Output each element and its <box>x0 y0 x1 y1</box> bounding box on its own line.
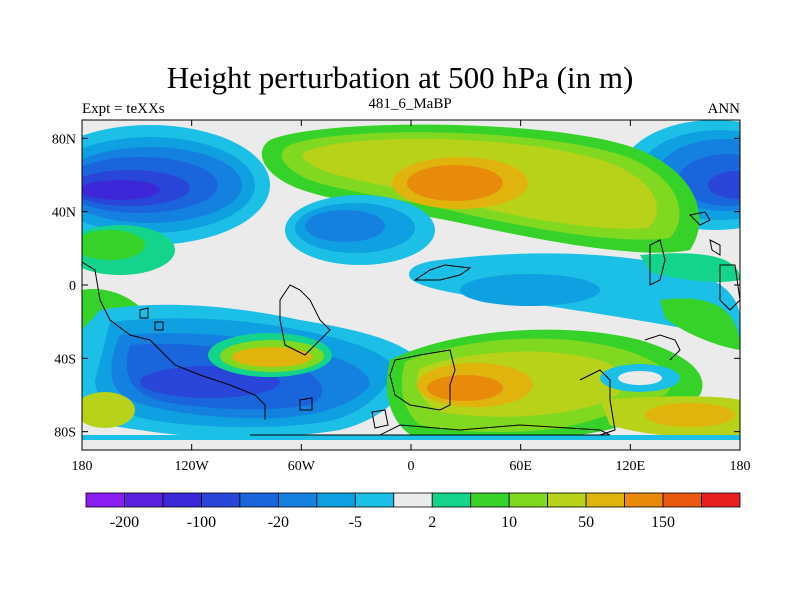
contour-region <box>645 403 735 427</box>
axes: 180 120W 60W 0 60E 120E 180 80N 40N 0 40S 80S <box>52 120 751 474</box>
x-tick-label: 60E <box>509 459 532 474</box>
coastline-path <box>688 211 711 226</box>
coastline-path <box>719 264 740 311</box>
coastline-path <box>413 264 472 281</box>
coastline-path <box>279 284 331 356</box>
colorbar-label: 2 <box>428 514 436 531</box>
contour-region <box>82 392 135 428</box>
colorbar-swatch <box>701 492 741 508</box>
y-tick-label: 80N <box>52 132 76 147</box>
colorbar-swatch <box>354 492 395 508</box>
colorbar-swatch <box>470 492 510 508</box>
x-tick-label: 120E <box>616 459 646 474</box>
colorbar-label: -100 <box>187 514 216 531</box>
case-label: 481_6_MaBP <box>368 96 452 112</box>
x-tick-label: 0 <box>408 459 415 474</box>
colorbar-swatch <box>547 492 587 508</box>
x-tick-label: 180 <box>730 459 751 474</box>
contour-region <box>427 375 503 401</box>
experiment-label: Expt = teXXs <box>82 101 165 117</box>
chart-title: Height perturbation at 500 hPa (in m) <box>166 60 634 95</box>
colorbar-swatch <box>277 492 318 508</box>
coastline-path <box>579 369 616 436</box>
colorbar-swatch <box>508 492 549 508</box>
colorbar-label: 150 <box>651 514 675 531</box>
coastline-path <box>644 334 681 361</box>
height-field <box>82 120 740 450</box>
contour-region <box>305 210 385 242</box>
y-tick-label: 40N <box>52 206 76 221</box>
colorbar-swatch <box>316 492 356 508</box>
contour-region <box>708 171 740 199</box>
colorbar-swatch <box>85 492 125 508</box>
colorbar-swatch <box>162 492 202 508</box>
contour-region <box>82 230 145 260</box>
season-label: ANN <box>707 101 741 117</box>
colorbar-swatch <box>239 492 279 508</box>
colorbar-swatch <box>201 492 241 508</box>
contour-region <box>407 165 503 201</box>
colorbar-label: 50 <box>578 514 594 531</box>
x-tick-label: 60W <box>288 459 316 474</box>
y-tick-label: 0 <box>69 279 76 294</box>
coastline-path <box>649 239 666 286</box>
colorbar-label: -200 <box>110 514 139 531</box>
coastline-path <box>371 409 389 429</box>
colorbar-swatch <box>585 492 625 508</box>
colorbar-swatch <box>662 492 702 508</box>
coastline-path <box>154 321 164 331</box>
contour-region <box>232 347 312 367</box>
colorbar-swatch <box>431 492 472 508</box>
colorbar-label: -20 <box>268 514 289 531</box>
coastline-path <box>139 307 149 319</box>
y-tick-label: 40S <box>54 352 76 367</box>
colorbar: -200 -100 -20 -5 2 10 50 150 <box>85 492 741 531</box>
coastline-path <box>709 239 721 256</box>
colorbar-swatch <box>624 492 664 508</box>
colorbar-swatch <box>124 492 164 508</box>
colorbar-swatch <box>393 492 433 508</box>
contour-region <box>82 180 160 200</box>
coastline-path <box>299 397 313 411</box>
y-tick-label: 80S <box>54 426 76 441</box>
contour-region <box>460 274 600 306</box>
colorbar-label: 10 <box>501 514 517 531</box>
x-tick-label: 180 <box>72 459 93 474</box>
colorbar-label: -5 <box>349 514 362 531</box>
contour-region <box>618 371 662 385</box>
coastline-path <box>82 261 266 420</box>
x-tick-label: 120W <box>175 459 210 474</box>
coastlines <box>82 211 740 436</box>
coastline-path <box>389 349 456 411</box>
contour-region <box>660 298 740 350</box>
coastline-path <box>250 424 611 436</box>
